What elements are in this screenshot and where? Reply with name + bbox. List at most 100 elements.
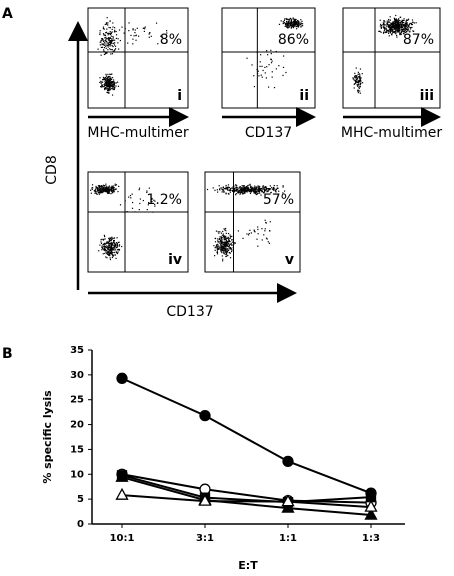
event-dot <box>260 188 262 190</box>
event-dot <box>398 24 401 26</box>
event-dot <box>132 29 134 31</box>
event-dot <box>395 28 397 31</box>
event-dot <box>270 58 272 60</box>
event-dot <box>389 28 391 31</box>
event-dot <box>407 24 409 27</box>
event-dot <box>292 20 294 23</box>
event-dot <box>103 50 105 52</box>
event-dot <box>107 73 109 76</box>
event-dot <box>271 71 273 73</box>
event-dot <box>129 194 132 197</box>
y-tick-label: 15 <box>70 444 84 455</box>
event-dot <box>263 191 266 193</box>
event-dot <box>111 49 113 51</box>
event-dot <box>99 190 102 193</box>
event-dot <box>103 34 105 36</box>
event-dot <box>287 27 289 29</box>
marker <box>281 494 295 507</box>
event-dot <box>229 234 231 236</box>
event-dot <box>225 192 227 194</box>
event-dot <box>110 245 113 247</box>
event-dot <box>401 21 403 23</box>
event-dot <box>229 252 231 254</box>
event-dot <box>109 41 111 44</box>
event-dot <box>228 238 230 240</box>
event-dot <box>393 27 395 29</box>
event-dot <box>109 27 111 29</box>
event-dot <box>216 247 218 249</box>
event-dot <box>153 199 155 201</box>
event-dot <box>413 22 415 24</box>
event-dot <box>226 189 229 191</box>
event-dot <box>270 49 272 51</box>
event-dot <box>110 252 113 254</box>
event-dot <box>390 27 392 29</box>
event-dot <box>228 189 230 191</box>
event-dot <box>221 242 224 244</box>
event-dot <box>261 76 263 78</box>
event-dot <box>299 23 302 26</box>
event-dot <box>402 25 404 27</box>
event-dot <box>282 186 284 188</box>
event-dot <box>356 76 358 78</box>
event-dot <box>110 84 112 86</box>
event-dot <box>259 189 261 191</box>
axis-label: CD137 <box>245 125 292 141</box>
event-dot <box>359 76 361 78</box>
event-dot <box>225 235 227 237</box>
event-dot <box>242 186 244 188</box>
event-dot <box>95 187 97 189</box>
event-dot <box>138 187 141 189</box>
event-dot <box>90 192 92 194</box>
event-dot <box>112 88 114 91</box>
event-dot <box>144 28 146 30</box>
event-dot <box>230 248 233 250</box>
event-dot <box>388 30 390 32</box>
event-dot <box>150 35 152 37</box>
event-dot <box>262 187 265 189</box>
event-dot <box>399 29 401 31</box>
event-dot <box>284 23 287 25</box>
event-dot <box>394 21 396 23</box>
event-dot <box>251 64 253 66</box>
event-dot <box>121 26 123 28</box>
event-dot <box>116 252 119 255</box>
event-dot <box>221 241 223 243</box>
event-dot <box>358 79 361 81</box>
event-dot <box>250 187 252 189</box>
event-dot <box>111 77 114 79</box>
event-dot <box>116 242 118 245</box>
event-dot <box>111 185 113 187</box>
event-dot <box>101 39 103 41</box>
event-dot <box>118 245 120 247</box>
event-dot <box>110 189 113 191</box>
event-dot <box>222 245 224 248</box>
event-dot <box>411 23 413 26</box>
event-dot <box>117 81 119 83</box>
event-dot <box>394 28 396 30</box>
event-dot <box>102 49 105 51</box>
event-dot <box>290 21 292 23</box>
event-dot <box>109 258 112 261</box>
event-dot <box>106 91 108 94</box>
event-dot <box>105 32 107 34</box>
event-dot <box>115 244 117 246</box>
event-dot <box>112 191 114 193</box>
event-dot <box>265 188 267 190</box>
y-tick-label: 5 <box>77 494 84 505</box>
event-dot <box>100 41 102 43</box>
event-dot <box>285 71 287 74</box>
event-dot <box>132 28 134 30</box>
event-dot <box>398 19 400 22</box>
event-dot <box>109 239 111 241</box>
event-dot <box>114 27 116 29</box>
event-dot <box>358 87 360 89</box>
event-dot <box>297 25 299 27</box>
event-dot <box>105 40 107 42</box>
event-dot <box>229 188 232 190</box>
event-dot <box>100 191 102 194</box>
event-dot <box>380 23 382 26</box>
event-dot <box>406 24 409 26</box>
event-dot <box>225 240 227 242</box>
